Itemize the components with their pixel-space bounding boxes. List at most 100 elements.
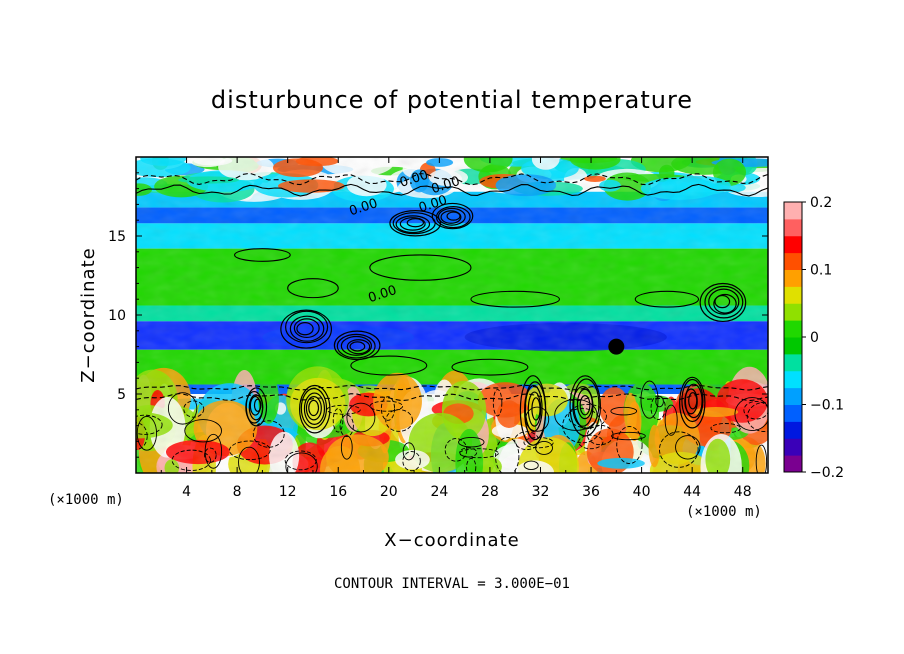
contour-line [284, 450, 317, 471]
contour-line [298, 384, 331, 434]
colorbar-swatch [784, 404, 802, 422]
chart-title: disturbunce of potential temperature [210, 86, 694, 114]
colorbar-swatch [784, 421, 802, 439]
colorbar-ticks: 0.2 0.1 0 −0.1 −0.2 [802, 195, 844, 481]
colorbar-swatch [784, 387, 802, 405]
contour-line [562, 407, 603, 444]
contour-line [234, 248, 291, 262]
contour-line [659, 431, 699, 468]
contour-lines: 0.00 0.000.00 0.000.00 [136, 168, 768, 473]
x-tick-label: 8 [233, 484, 242, 500]
contour-line [305, 396, 322, 421]
contour-line [136, 415, 158, 451]
contour-line [446, 211, 461, 221]
contour-line [238, 446, 260, 473]
contour-line [349, 341, 366, 352]
contour-line [171, 449, 211, 471]
colorbar-swatch [784, 252, 802, 270]
y-axis: 5 10 15 [108, 172, 768, 458]
contour-line [610, 406, 638, 416]
x-tick-label: 12 [279, 484, 297, 500]
contour-line [523, 460, 539, 471]
colorbar-swatch [784, 269, 802, 287]
contour-line [675, 435, 701, 460]
contour-line [380, 396, 396, 421]
contour-line [579, 395, 591, 416]
contour-line [369, 400, 404, 412]
colorbar-tick-label: 0.1 [810, 263, 832, 279]
contour-line [346, 402, 376, 433]
colorbar-swatch [784, 337, 802, 355]
colorbar-swatch [784, 202, 802, 220]
contour-line [576, 388, 593, 420]
contour-line [679, 376, 706, 429]
x-axis: 4 8 12 16 20 24 28 32 36 40 44 48 [160, 157, 752, 500]
colorbar-swatch [784, 303, 802, 321]
contour-line [253, 398, 262, 412]
contour-line [248, 394, 264, 421]
contour-line [634, 290, 700, 308]
contour-line [289, 315, 325, 342]
contour-line [655, 395, 664, 408]
x-axis-title: X−coordinate [384, 530, 519, 551]
contour-line [336, 333, 376, 359]
contour-line [136, 183, 768, 197]
y-tick-label: 15 [108, 229, 126, 245]
contour-line [459, 447, 478, 458]
contour-line [525, 406, 550, 432]
contour-line [616, 426, 643, 465]
y-axis-title: Z−coordinate [78, 247, 99, 382]
contour-line [308, 399, 320, 417]
x-tick-label: 16 [329, 484, 347, 500]
contour-line [495, 436, 520, 473]
contour-line [339, 414, 354, 437]
contour-line [204, 447, 217, 463]
y-tick-label: 5 [117, 387, 126, 403]
contour-line [708, 288, 740, 315]
contour-line [332, 408, 344, 433]
contour-line [681, 378, 704, 423]
contour-line [440, 210, 462, 224]
contour-line [136, 393, 768, 402]
contour-line [435, 206, 471, 229]
contour-line [704, 285, 744, 319]
colorbar [783, 201, 803, 473]
contour-line [167, 392, 198, 425]
contour-line [492, 389, 503, 417]
contour-interval-note: CONTOUR INTERVAL = 3.000E−01 [333, 576, 570, 592]
contour-line [586, 424, 614, 446]
contour-line [252, 420, 285, 448]
contour-line [204, 433, 223, 469]
contour-line [699, 282, 747, 323]
contour-dense-spot [608, 338, 625, 355]
contour-line [514, 431, 540, 451]
contour-line [229, 440, 271, 461]
contour-line [346, 339, 371, 355]
colorbar-swatch [784, 353, 802, 372]
contour-line [136, 384, 768, 391]
contour-line [285, 310, 329, 344]
y-tick-label: 10 [108, 308, 126, 324]
contour-line [385, 409, 413, 432]
contour-line [285, 452, 318, 473]
contour-line [466, 458, 477, 473]
colorbar-swatch [784, 286, 802, 304]
contour-line [710, 423, 741, 434]
contour-line [340, 435, 353, 460]
contour-line [650, 395, 666, 421]
contour-line [431, 202, 474, 230]
contour-line [755, 444, 768, 473]
colorbar-swatch [784, 320, 802, 338]
colorbar-tick-label: 0.2 [810, 195, 832, 211]
contour-line [523, 436, 554, 449]
colorbar-swatch [784, 455, 802, 473]
contour-line [640, 380, 659, 419]
contour-line [184, 419, 222, 443]
contour-line [340, 335, 373, 356]
x-axis-unit-label: (×1000 m) [686, 504, 762, 520]
contour-line [527, 391, 542, 427]
contour-line [611, 431, 646, 441]
colorbar-tick-label: −0.2 [810, 465, 844, 481]
contour-line [734, 397, 768, 431]
